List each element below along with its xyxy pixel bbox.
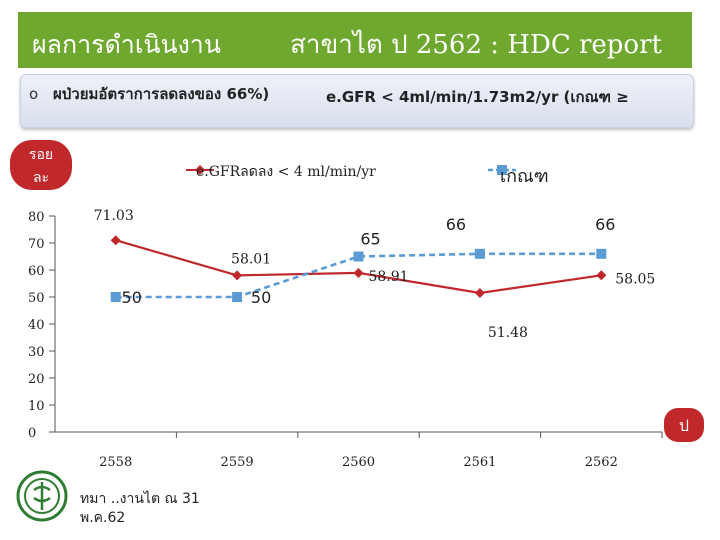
data-labels: 71.03 58.01 58.91 51.48 58.05 50 50 65 66 66: [94, 208, 656, 341]
subtitle-left: ผป่วยมอัตราการลดลงของ 66%): [53, 85, 270, 103]
data-label-egfr: 51.48: [488, 325, 528, 341]
x-tick-label: 2559: [221, 455, 254, 470]
y-tick-label: 20: [28, 372, 45, 387]
footer-source: ทมา ..งานไต ณ 31 พ.ค.62: [80, 490, 200, 528]
data-point-criteria: [353, 251, 364, 262]
y-tick-label: 80: [28, 210, 45, 225]
percent-unit-line2: ละ: [32, 170, 50, 186]
title-bar: ผลการดำเนินงาน สาขาไต ป 2562 : HDC repor…: [18, 12, 692, 68]
legend-label-egfr: e.GFRลดลง < 4 ml/min/yr: [196, 164, 376, 180]
subtitle-box: o ผป่วยมอัตราการลดลงของ 66%) e.GFR < 4ml…: [20, 74, 694, 128]
data-point-egfr: [596, 270, 607, 281]
y-tick-label: 30: [28, 345, 45, 360]
x-tick-label: 2560: [342, 455, 375, 470]
y-tick-label: 40: [28, 318, 45, 333]
y-tick-label: 10: [28, 399, 45, 414]
data-label-criteria: 65: [360, 230, 380, 249]
data-label-criteria: 50: [251, 288, 271, 307]
data-label-egfr: 58.91: [368, 269, 408, 285]
data-point-egfr: [474, 288, 485, 299]
data-label-criteria: 66: [595, 215, 615, 234]
y-tick-label: 0: [28, 426, 36, 441]
page-title-report: สาขาไต ป 2562 : HDC report: [290, 30, 662, 60]
page-title: ผลการดำเนินงาน: [32, 30, 221, 59]
data-point-criteria: [232, 292, 243, 302]
series-line-2: [115, 252, 602, 299]
legend-label-criteria: เกณฑ: [500, 166, 549, 187]
data-point-criteria: [474, 248, 485, 259]
data-label-egfr: 58.01: [231, 251, 271, 267]
diamond-marker-icon: [195, 165, 205, 175]
corner-badge-text: ป: [678, 416, 690, 435]
data-point-egfr: [110, 235, 121, 246]
bullet-marker: o: [29, 85, 39, 103]
moph-logo-icon: [16, 470, 68, 522]
x-tick-label: 2561: [463, 455, 496, 470]
x-tick-label: 2562: [585, 455, 618, 470]
chart-axes: 0 10 20 30 40 50 60 70 80 2558 2559 2560 2561 2562: [28, 210, 663, 470]
data-point-criteria: [110, 292, 121, 302]
series-line-1: [115, 239, 602, 295]
footer-line-1: ทมา ..งานไต ณ 31: [80, 491, 200, 507]
subtitle-right: e.GFR < 4ml/min/1.73m2/yr (เกณฑ ≥: [326, 88, 629, 106]
square-marker-icon: [497, 165, 507, 175]
x-tick-label: 2558: [99, 455, 132, 470]
percent-unit-badge: รอย ละ: [10, 140, 72, 190]
series-markers: [110, 235, 607, 302]
percent-unit-line1: รอย: [28, 147, 54, 163]
corner-badge: ป: [664, 408, 704, 442]
data-label-egfr: 71.03: [94, 208, 134, 224]
data-label-egfr: 58.05: [615, 271, 655, 287]
data-point-criteria: [596, 248, 607, 259]
data-point-egfr: [232, 270, 243, 281]
data-point-egfr: [353, 267, 364, 278]
y-tick-label: 50: [28, 291, 45, 306]
data-label-criteria: 66: [446, 215, 466, 234]
y-tick-label: 60: [28, 264, 45, 279]
data-label-criteria: 50: [122, 288, 142, 307]
y-tick-label: 70: [28, 237, 45, 252]
footer-line-2: พ.ค.62: [80, 510, 126, 526]
legend-marks: [186, 165, 516, 175]
